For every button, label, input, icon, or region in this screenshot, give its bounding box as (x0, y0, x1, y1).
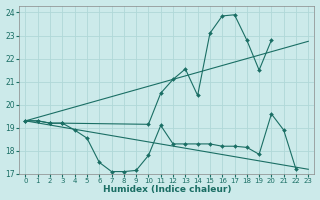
X-axis label: Humidex (Indice chaleur): Humidex (Indice chaleur) (103, 185, 231, 194)
